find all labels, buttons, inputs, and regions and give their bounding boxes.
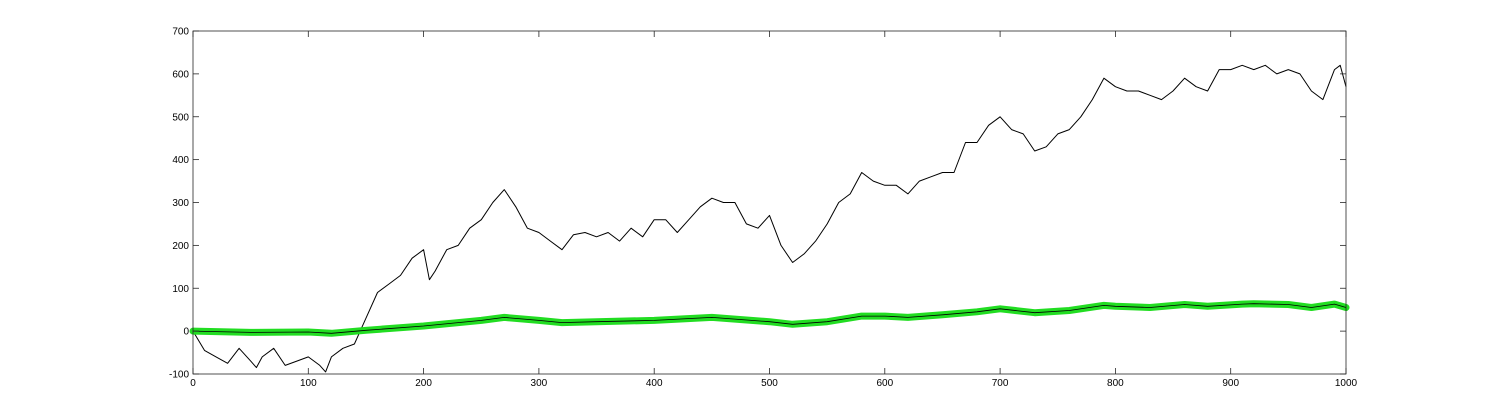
series-1-line xyxy=(192,64,1347,373)
series-2-black-overlay xyxy=(192,303,1347,334)
x-tick-label: 500 xyxy=(761,378,778,389)
y-tick-label: 200 xyxy=(172,241,189,252)
y-tick-label: 300 xyxy=(172,198,189,209)
x-tick-label: 700 xyxy=(992,378,1009,389)
y-tick-label: -100 xyxy=(169,370,189,381)
y-tick-label: 700 xyxy=(172,27,189,38)
x-tick-label: 100 xyxy=(300,378,317,389)
x-tick-label: 200 xyxy=(415,378,432,389)
y-tick-label: 600 xyxy=(172,69,189,80)
x-tick-label: 800 xyxy=(1107,378,1124,389)
x-tick-label: 600 xyxy=(876,378,893,389)
x-tick-label: 400 xyxy=(646,378,663,389)
x-tick-label: 900 xyxy=(1222,378,1239,389)
y-tick-label: 400 xyxy=(172,155,189,166)
y-tick-label: 100 xyxy=(172,284,189,295)
tick-layer: 0 100 200 300 400 500 600 700 800 900 1000-1000100… xyxy=(169,27,1358,390)
x-tick-label: 300 xyxy=(531,378,548,389)
y-tick-label: 0 xyxy=(183,327,189,338)
x-tick-label: 1000 xyxy=(1335,378,1358,389)
x-tick-label: 0 xyxy=(190,378,196,389)
series-layer xyxy=(189,64,1350,373)
y-tick-label: 500 xyxy=(172,112,189,123)
